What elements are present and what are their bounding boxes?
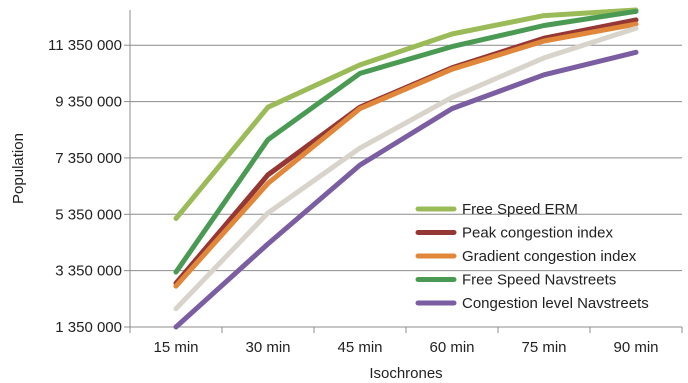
- x-tick-label: 90 min: [613, 339, 658, 356]
- y-tick-label: 7 350 000: [55, 150, 122, 167]
- series-lines: [173, 7, 639, 330]
- legend-label-5: Congestion level Navstreets: [462, 295, 649, 312]
- y-tick-label: 3 350 000: [55, 263, 122, 280]
- x-tick-label: 75 min: [521, 339, 566, 356]
- legend: Free Speed ERM Peak congestion index Gradi…: [415, 201, 649, 312]
- x-tick-label: 15 min: [153, 339, 198, 356]
- legend-label-1: Peak congestion index: [462, 225, 613, 242]
- y-tick-label: 9 350 000: [55, 94, 122, 111]
- legend-label-2: Gradient congestion index: [462, 248, 637, 265]
- y-tick-label: 1 350 000: [55, 319, 122, 336]
- series-line-0: [173, 7, 639, 221]
- legend-label-3: Free Speed Navstreets: [462, 272, 616, 289]
- y-tick-label: 5 350 000: [55, 206, 122, 223]
- series-line-2: [173, 21, 639, 289]
- series-line-5: [173, 49, 639, 330]
- series-line-3: [173, 8, 639, 275]
- x-tick-label: 60 min: [429, 339, 474, 356]
- y-tick-label: 11 350 000: [48, 37, 122, 54]
- x-tick-label: 45 min: [337, 339, 382, 356]
- legend-label-0: Free Speed ERM: [462, 201, 578, 218]
- x-tick-label: 30 min: [245, 339, 290, 356]
- gridlines: [130, 44, 682, 272]
- y-axis-title: Population: [10, 133, 27, 204]
- axes: 1 350 000 3 350 000 5 350 000 7 350 000 9 35…: [48, 10, 683, 356]
- x-axis-title: Isochrones: [369, 365, 442, 382]
- series-line-4: [173, 25, 639, 312]
